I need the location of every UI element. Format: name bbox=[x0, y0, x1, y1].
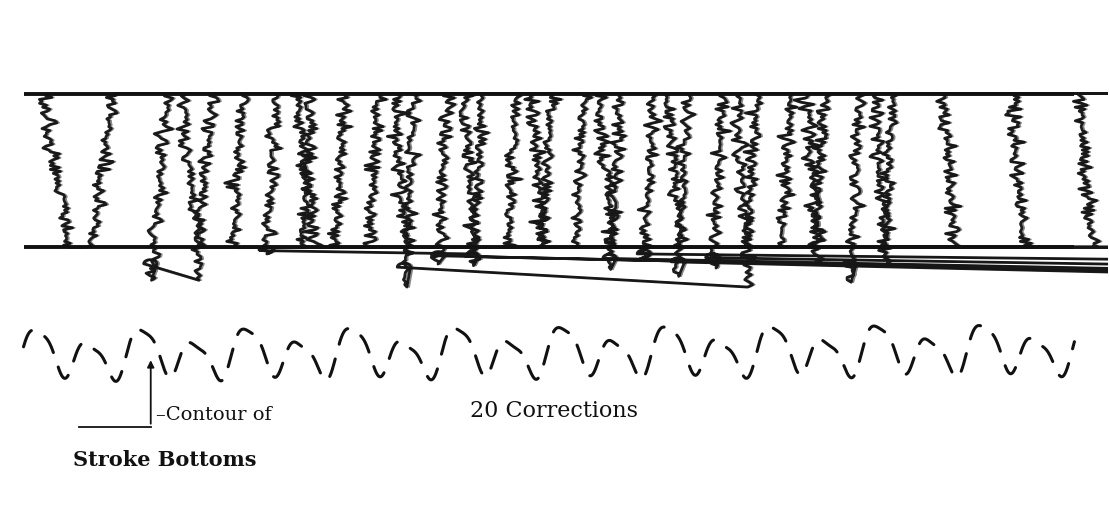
Text: –Contour of: –Contour of bbox=[156, 406, 272, 424]
Text: 20 Corrections: 20 Corrections bbox=[470, 400, 639, 422]
Text: Stroke Bottoms: Stroke Bottoms bbox=[73, 450, 257, 470]
